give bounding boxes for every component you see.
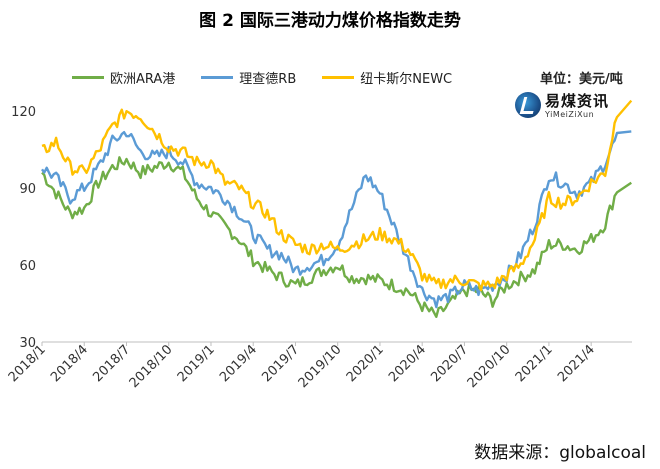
legend-item-newc: 纽卡斯尔NEWC [322,68,452,87]
x-tick-label: 2020/10 [465,342,514,391]
chart-series [41,99,633,318]
legend-label-newc: 纽卡斯尔NEWC [360,72,453,87]
x-tick-label: 2020/7 [428,342,471,385]
chart-axes [41,341,632,346]
x-tick-label: 2019/7 [259,342,302,385]
x-tick-label: 2021/1 [513,342,556,385]
x-tick-label: 2020/4 [386,342,429,385]
x-tick-label: 2018/4 [48,342,91,385]
legend-label-rb: 理查德RB [239,72,297,87]
legend-swatch-ara [72,76,104,79]
y-tick-label: 120 [11,105,36,120]
chart-title: 图 2 国际三港动力煤价格指数走势 [199,11,461,31]
series-line-ara [41,156,632,318]
x-tick-label: 2021/4 [555,342,598,385]
logo-mark-icon [515,92,541,118]
brand-logo: 易煤资讯 YiMeiZiXun [515,90,635,126]
series-line-rb [41,130,632,309]
y-tick-label: 60 [19,259,36,274]
x-tick-label: 2018/10 [127,342,176,391]
x-tick-label: 2019/1 [175,342,218,385]
unit-label: 单位：美元/吨 [540,72,623,87]
logo-text-en: YiMeiZiXun [545,110,595,119]
x-tick-label: 2019/4 [217,342,260,385]
x-tick-label: 2019/10 [296,342,345,391]
y-tick-label: 30 [19,336,36,351]
legend-swatch-rb [201,76,234,79]
logo-text-cn: 易煤资讯 [545,92,610,110]
y-tick-label: 90 [19,182,36,197]
legend-swatch-newc [322,76,355,79]
source-note: 数据来源：globalcoal [474,443,646,463]
x-tick-label: 2018/7 [90,342,133,385]
legend-item-rb: 理查德RB [201,68,296,87]
chart-legend: 欧洲ARA港 理查德RB 纽卡斯尔NEWC [72,68,452,87]
y-tick-labels: 30 60 90 120 [11,105,36,351]
x-tick-label: 2020/1 [344,342,387,385]
legend-item-ara: 欧洲ARA港 [72,68,175,87]
series-line-newc [41,99,633,292]
legend-label-ara: 欧洲ARA港 [110,72,176,87]
